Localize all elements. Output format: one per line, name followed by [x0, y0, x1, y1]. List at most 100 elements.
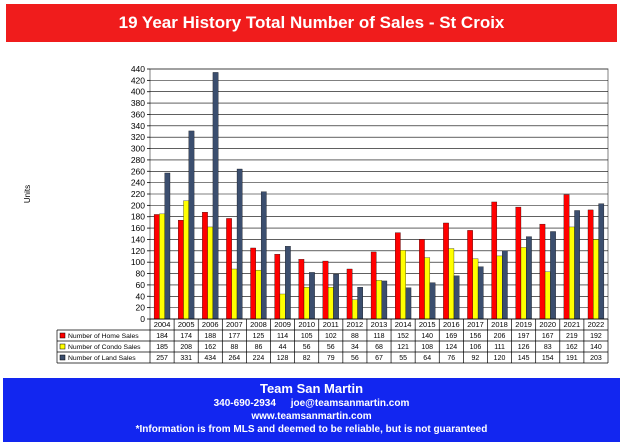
data-label: 224	[253, 355, 265, 362]
data-label: 76	[447, 355, 455, 362]
category-label: 2009	[274, 320, 291, 329]
bar-2008-1	[250, 247, 256, 320]
data-label: 162	[204, 344, 216, 351]
y-tick-label: 140	[131, 234, 145, 244]
bar-2021-2	[569, 226, 575, 320]
bar-2007-3	[236, 168, 243, 320]
category-label: 2020	[539, 320, 556, 329]
bar-2012-1	[346, 268, 353, 320]
category-label: 2018	[491, 320, 508, 329]
data-label: 197	[518, 333, 530, 340]
bar-2021-3	[574, 210, 580, 320]
bar-2016-1	[443, 222, 449, 320]
y-tick-label: 200	[131, 200, 145, 210]
y-tick-label: 280	[131, 155, 145, 165]
legend-label: Number of Land Sales	[68, 355, 136, 362]
y-tick-label: 380	[131, 98, 145, 108]
y-tick-label: 360	[131, 109, 145, 119]
bar-2006-3	[212, 72, 219, 320]
data-label: 219	[566, 333, 578, 340]
category-label: 2007	[226, 320, 243, 329]
y-tick-label: 440	[131, 64, 145, 74]
bar-2016-2	[448, 248, 455, 320]
data-label: 174	[180, 333, 192, 340]
y-tick-label: 340	[131, 121, 145, 131]
data-label: 124	[445, 344, 457, 351]
legend-swatch	[59, 343, 66, 350]
y-tick-label: 320	[131, 132, 145, 142]
data-label: 185	[156, 344, 168, 351]
data-label: 92	[472, 355, 480, 362]
y-tick-label: 220	[131, 189, 145, 199]
data-label: 82	[303, 355, 311, 362]
footer-website[interactable]: www.teamsanmartin.com	[251, 411, 372, 422]
y-tick-label: 80	[136, 269, 146, 279]
y-tick-label: 300	[131, 144, 145, 154]
data-label: 128	[277, 355, 289, 362]
category-label: 2012	[347, 320, 364, 329]
data-label: 154	[542, 355, 554, 362]
data-label: 264	[229, 355, 241, 362]
bar-2014-1	[395, 232, 401, 320]
data-label: 44	[279, 344, 287, 351]
data-label: 120	[494, 355, 506, 362]
data-label: 145	[518, 355, 530, 362]
footer-phone: 340-690-2934	[213, 398, 276, 409]
bar-2006-2	[207, 226, 214, 320]
bar-2018-1	[491, 201, 498, 320]
y-tick-label: 120	[131, 246, 145, 256]
data-label: 156	[470, 333, 482, 340]
bar-2022-1	[587, 209, 594, 320]
data-label: 108	[421, 344, 433, 351]
footer: Team San Martin 340-690-2934 joe@teamsan…	[3, 378, 620, 442]
data-label: 140	[421, 333, 433, 340]
bar-2015-1	[419, 239, 425, 320]
data-label: 55	[399, 355, 407, 362]
data-label: 114	[277, 333, 288, 340]
bar-2007-2	[231, 268, 238, 320]
y-tick-label: 0	[140, 314, 145, 324]
legend-swatch	[59, 332, 66, 339]
data-label: 125	[253, 333, 265, 340]
category-label: 2017	[467, 320, 484, 329]
category-label: 2021	[563, 320, 580, 329]
data-label: 177	[229, 333, 241, 340]
bar-2009-1	[274, 254, 281, 320]
data-label: 208	[180, 344, 192, 351]
bar-2013-3	[381, 280, 388, 320]
data-label: 83	[544, 344, 552, 351]
category-label: 2010	[298, 320, 315, 329]
category-label: 2004	[154, 320, 171, 329]
data-label: 126	[518, 344, 530, 351]
footer-contact: 340-690-2934 joe@teamsanmartin.com	[3, 398, 620, 409]
bar-2005-1	[178, 219, 184, 320]
data-label: 331	[180, 355, 192, 362]
bar-2017-2	[472, 258, 479, 320]
bar-2022-2	[593, 239, 599, 320]
bar-2010-3	[309, 272, 315, 320]
category-label: 2006	[202, 320, 219, 329]
data-label: 203	[590, 355, 602, 362]
data-label: 111	[494, 344, 505, 351]
data-label: 102	[325, 333, 337, 340]
category-label: 2013	[371, 320, 388, 329]
data-label: 88	[230, 344, 238, 351]
footer-email[interactable]: joe@teamsanmartin.com	[290, 398, 410, 409]
data-label: 64	[423, 355, 431, 362]
bar-2004-3	[164, 172, 171, 320]
bar-2013-1	[370, 251, 377, 320]
category-label: 2008	[250, 320, 267, 329]
data-label: 167	[542, 333, 554, 340]
bar-2018-3	[502, 250, 508, 320]
bar-2010-2	[303, 287, 310, 320]
bar-2020-3	[550, 231, 556, 320]
legend-swatch	[59, 354, 66, 361]
data-label: 206	[494, 333, 506, 340]
bar-2019-2	[520, 247, 527, 320]
chart-title: 19 Year History Total Number of Sales - …	[6, 4, 617, 42]
data-label: 169	[445, 333, 457, 340]
bar-2022-3	[598, 203, 605, 320]
footer-disclaimer: *Information is from MLS and deemed to b…	[135, 424, 488, 435]
bar-2004-2	[159, 213, 165, 320]
y-tick-label: 40	[136, 291, 146, 301]
